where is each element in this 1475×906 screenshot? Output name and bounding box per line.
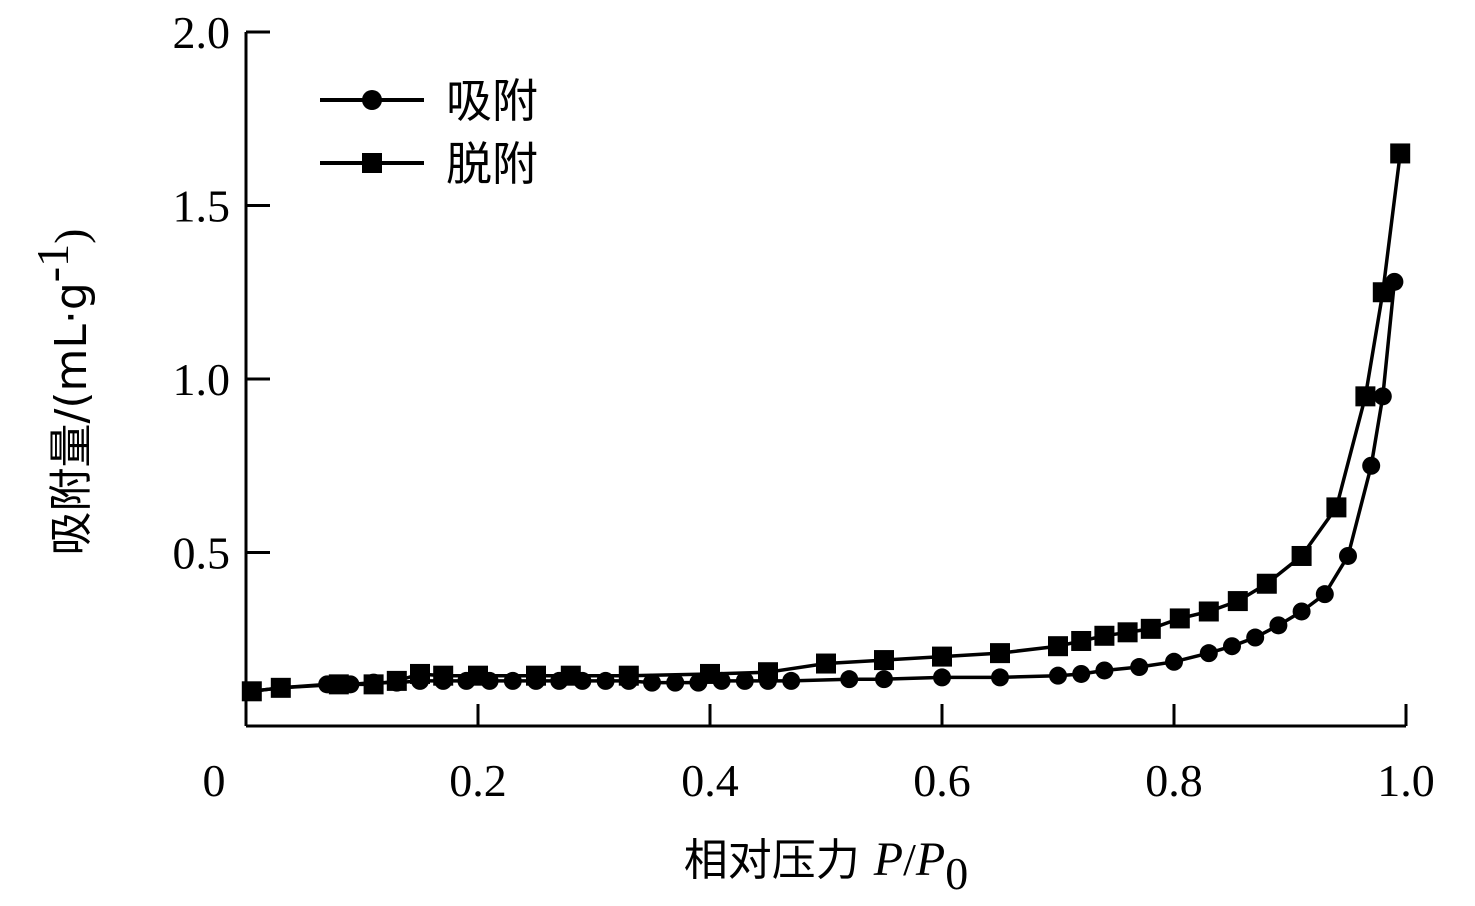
data-point: [1256, 573, 1277, 594]
data-point: [1372, 282, 1393, 303]
x-tick-label: 0.2: [449, 755, 507, 806]
data-point: [386, 670, 407, 691]
data-point: [1071, 630, 1092, 651]
x-tick-label: 0.4: [681, 755, 739, 806]
data-point: [991, 668, 1009, 687]
x-tick-label: 1.0: [1377, 755, 1435, 806]
x-axis-title-slash: /: [903, 834, 916, 885]
data-point: [618, 665, 639, 686]
data-point: [932, 646, 952, 667]
legend-entry: 脱附: [320, 137, 538, 191]
data-point: [1315, 585, 1334, 604]
data-point: [1246, 628, 1265, 647]
data-point: [758, 662, 778, 683]
ticks: 0 0.2 0.4 0.6 0.8 1.0 0.5 1.0 1.5 2.0: [173, 7, 1435, 806]
x-axis-title-p0-sub: 0: [945, 848, 968, 899]
series-adsorption: [242, 272, 1404, 701]
data-point: [1169, 608, 1190, 629]
data-point: [1140, 618, 1161, 639]
data-point: [1339, 546, 1357, 565]
series-layer: [241, 143, 1411, 702]
x-tick-label: 0.8: [1145, 755, 1203, 806]
data-point: [1199, 644, 1218, 663]
y-tick-label: 0.5: [173, 528, 231, 579]
legend-square-marker: [362, 153, 382, 173]
data-point: [840, 670, 859, 689]
data-point: [1390, 143, 1411, 164]
x-tick-label: 0.6: [913, 755, 971, 806]
y-axis-title-prefix: 吸附量/(mL·g: [46, 282, 97, 555]
data-point: [1355, 386, 1376, 407]
y-tick-label: 1.5: [173, 181, 231, 232]
data-point: [643, 673, 661, 692]
data-point: [1326, 497, 1347, 518]
data-point: [1130, 658, 1149, 677]
data-point: [560, 665, 581, 686]
legend-entry: 吸附: [320, 74, 538, 128]
data-point: [1165, 652, 1183, 671]
y-tick-label: 1.0: [173, 354, 231, 405]
data-point: [1269, 616, 1288, 635]
y-axis-title-sup: -1: [27, 244, 78, 282]
y-tick-label: 2.0: [173, 7, 231, 58]
data-point: [782, 671, 801, 690]
x-axis-title: 相对压力 P/P0: [684, 833, 968, 899]
data-point: [1362, 456, 1381, 475]
y-axis-title: 吸附量/(mL·g-1): [27, 229, 97, 556]
data-point: [1094, 625, 1115, 646]
data-point: [666, 673, 685, 692]
data-point: [875, 670, 893, 689]
x-tick-label: 0: [203, 755, 226, 806]
data-point: [526, 665, 546, 686]
x-axis-title-p0: P: [915, 833, 945, 886]
data-point: [1291, 545, 1312, 566]
data-point: [990, 643, 1010, 664]
data-point: [1049, 666, 1067, 685]
series-desorption: [241, 143, 1411, 702]
x-axis-title-p: P: [873, 833, 903, 886]
data-point: [1048, 636, 1068, 657]
legend-label: 脱附: [446, 137, 538, 191]
data-point: [1198, 601, 1219, 622]
data-point: [270, 677, 291, 698]
series-line: [251, 281, 1397, 694]
data-point: [1292, 602, 1311, 621]
data-point: [1072, 664, 1091, 683]
axes: [244, 32, 1406, 728]
data-point: [933, 668, 951, 687]
data-point: [1095, 661, 1114, 680]
data-point: [700, 663, 720, 684]
data-point: [410, 663, 430, 684]
data-point: [874, 650, 894, 671]
data-point: [816, 653, 836, 674]
data-point: [1227, 591, 1248, 612]
legend-circle-marker: [362, 90, 382, 110]
data-point: [1117, 622, 1138, 643]
data-point: [1223, 637, 1241, 656]
legend-label: 吸附: [446, 74, 538, 128]
x-axis-title-prefix: 相对压力: [684, 835, 874, 886]
data-point: [328, 674, 349, 695]
data-point: [241, 681, 262, 702]
data-point: [468, 665, 488, 686]
data-point: [433, 665, 454, 686]
data-point: [735, 671, 754, 690]
data-point: [1373, 387, 1392, 406]
data-point: [363, 674, 384, 695]
y-axis-title-suffix: ): [45, 229, 96, 244]
